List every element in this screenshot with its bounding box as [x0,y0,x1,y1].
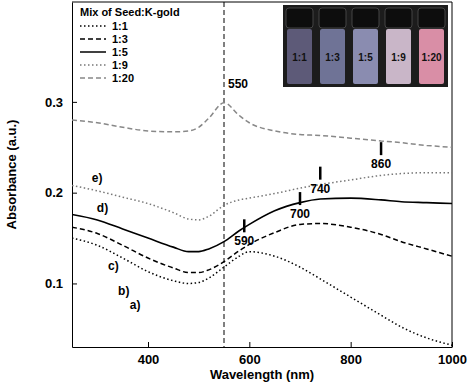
x-tick-mark [148,342,149,347]
inset-background [283,5,448,87]
y-axis: 0.1 0.2 0.3 [45,3,77,348]
x-tick-mark [249,342,250,347]
x-tick: 1000 [438,342,467,367]
y-axis-title: Absorbance (a.u.) [4,120,19,230]
data-area [72,2,452,347]
legend-title: Mix of Seed:K-gold [80,6,180,18]
vial-label: 1:3 [325,52,340,63]
series-line [72,103,452,147]
legend-label: 1:3 [112,33,128,45]
y-tick-label: 0.3 [45,95,63,110]
peak-label: 700 [290,207,310,221]
curve-label: a) [130,298,141,312]
x-tick-mark [452,342,453,347]
vial-label: 1:1 [292,52,307,63]
vial-label: 1:5 [358,52,373,63]
legend: Mix of Seed:K-gold 1:11:31:51:91:20 [80,6,180,84]
vial-cap [352,8,379,28]
y-tick-label: 0.2 [45,185,63,200]
legend-label: 1:1 [112,20,128,32]
y-tick: 0.2 [45,185,77,200]
legend-swatch [80,51,106,53]
vial-cap [286,8,313,28]
y-tick-mark [72,193,77,194]
legend-swatch [80,38,106,40]
vial-cap [418,8,445,28]
x-tick-mark [351,342,352,347]
legend-label: 1:5 [112,46,128,58]
series-line [72,238,452,345]
chart: 400 600 800 1000 0.1 0.2 0.3 a)b) c) d) e) 590 70074… [0,0,474,383]
x-axis-title: Wavelength (nm) [210,367,314,382]
vial-cap [385,8,412,28]
peak-marker [380,142,383,155]
vial [386,29,411,84]
frame-top [72,2,452,3]
curve-label: e) [92,171,103,185]
x-axis-line [73,347,453,348]
y-tick-mark [72,102,77,103]
x-tick-label: 600 [239,352,261,367]
y-axis-line [72,3,73,348]
vial [320,29,345,84]
reference-label: 550 [228,77,248,91]
legend-swatch [80,64,106,66]
x-axis: 400 600 800 1000 [73,342,467,367]
y-tick-mark [72,283,77,284]
curve-label: c) [108,259,119,273]
vial [353,29,378,84]
x-tick: 400 [138,342,160,367]
legend-label: 1:20 [112,72,134,84]
peak-marker [319,167,322,180]
vial-label: 1:20 [421,52,441,63]
y-tick: 0.1 [45,276,77,291]
vial [419,29,444,84]
x-tick-label: 400 [138,352,160,367]
legend-swatch [80,25,106,27]
vial-cap [319,8,346,28]
reference-line [224,2,225,347]
series-line [72,198,452,252]
x-tick: 800 [340,342,362,367]
plot: 400 600 800 1000 0.1 0.2 0.3 a)b) c) d) e) 590 70074… [45,2,467,367]
vial-label: 1:9 [391,52,406,63]
annotations: a)b) c) d) e) 590 700740 860 550 [92,77,392,312]
curve-label: d) [97,201,108,215]
legend-label: 1:9 [112,59,128,71]
frame-right [452,2,453,347]
series-line [72,173,452,220]
curve-label: b) [118,284,129,298]
x-tick: 600 [239,342,261,367]
x-tick-label: 1000 [438,352,467,367]
vial [287,29,312,84]
x-tick-label: 800 [340,352,362,367]
peak-label: 590 [234,234,254,248]
peak-marker [299,192,302,205]
y-tick-label: 0.1 [45,276,63,291]
peak-marker [243,219,246,232]
peak-label: 740 [310,182,330,196]
legend-swatch [80,77,106,79]
y-tick: 0.3 [45,95,77,110]
peak-label: 860 [371,157,391,171]
inset: 1:1 1:3 1:5 1:9 1:20 [283,5,448,87]
